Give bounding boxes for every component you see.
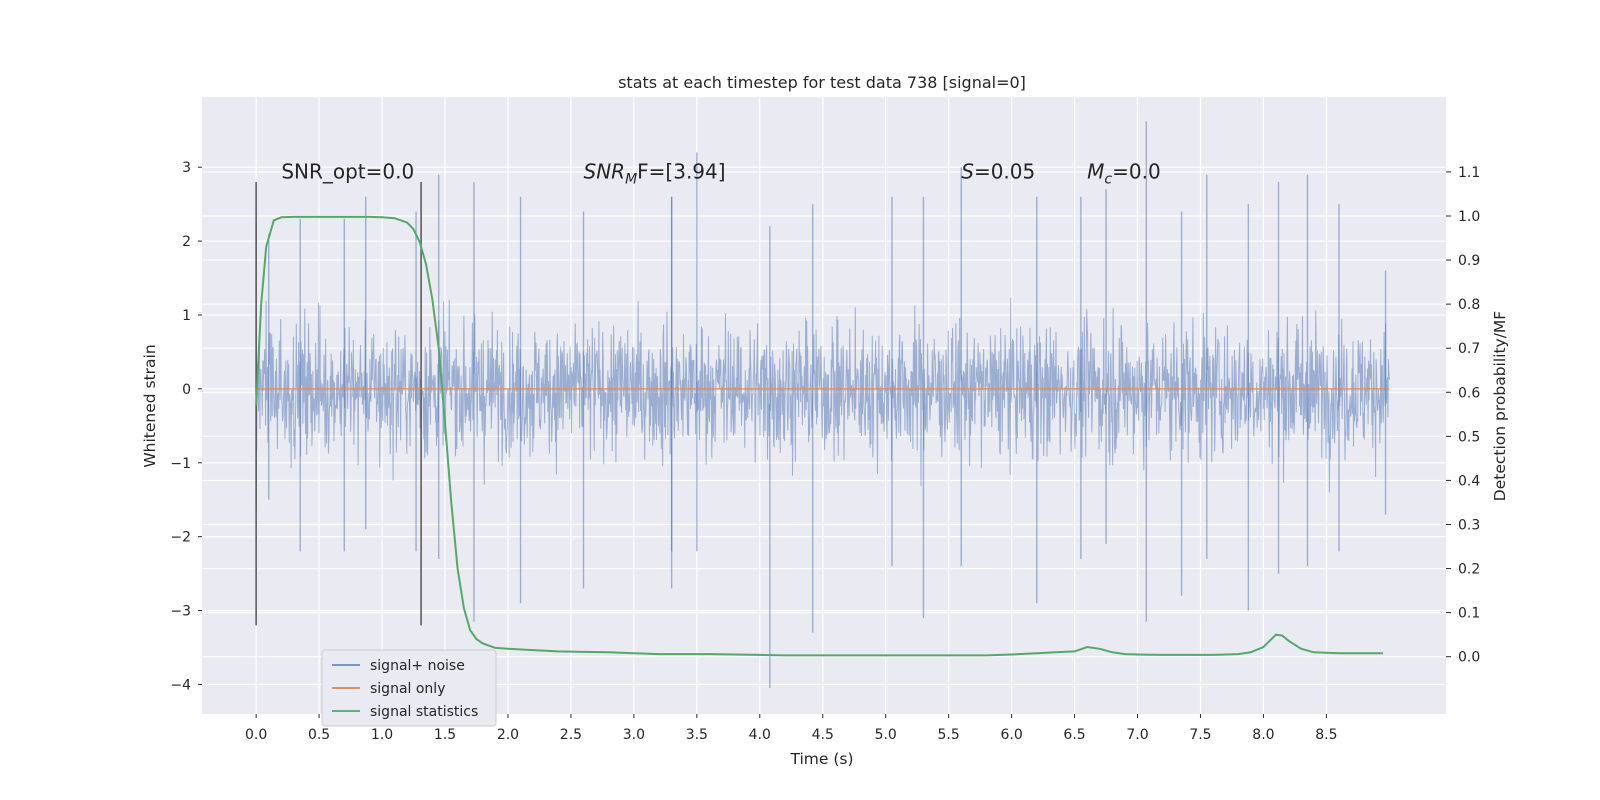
y-tick-label: 1	[182, 308, 191, 324]
x-tick-label: 8.0	[1252, 727, 1274, 743]
legend: signal+ noise signal only signal statistic…	[321, 649, 497, 727]
y-right-tick-label: 0.5	[1458, 429, 1480, 445]
x-tick-label: 5.0	[875, 727, 897, 743]
annotations: SNR_opt=0.0 SNRMF=[3.94] S=0.05 Mc=0.0	[281, 159, 1160, 187]
signal-plus-noise-line	[255, 297, 1390, 493]
y-right-axis-ticks: 0.0 0.1 0.2 0.3 0.4 0.5 0.6 0.7 0.8 0.9 1.0 1.1	[1446, 165, 1480, 666]
x-tick-label: 7.0	[1126, 727, 1148, 743]
legend-label: signal+ noise	[370, 658, 465, 674]
x-tick-label: 3.5	[686, 727, 708, 743]
y-right-tick-label: 0.3	[1458, 517, 1480, 533]
x-tick-label: 6.5	[1063, 727, 1085, 743]
y-tick-label: −4	[170, 677, 191, 693]
signal-statistics-line	[255, 215, 1383, 657]
x-tick-label: 7.5	[1189, 727, 1211, 743]
x-tick-label: 2.5	[560, 727, 582, 743]
y-right-axis-label: Detection probability/MF	[1491, 311, 1509, 502]
y-right-tick-label: 0.1	[1458, 606, 1480, 622]
x-tick-label: 6.0	[1000, 727, 1022, 743]
x-tick-label: 1.5	[434, 727, 456, 743]
y-right-tick-label: 0.7	[1458, 341, 1480, 357]
y-tick-label: 0	[182, 382, 191, 398]
x-tick-label: 8.5	[1315, 727, 1337, 743]
x-tick-label: 4.5	[812, 727, 834, 743]
x-tick-label: 5.5	[938, 727, 960, 743]
y-axis-label: Whitened strain	[141, 344, 159, 467]
x-tick-label: 1.0	[371, 727, 393, 743]
legend-label: signal only	[370, 681, 445, 697]
y-right-tick-label: 0.0	[1458, 650, 1480, 666]
x-axis-label: Time (s)	[789, 750, 853, 768]
y-right-tick-label: 0.6	[1458, 385, 1480, 401]
y-axis-ticks: −4 −3 −2 −1 0 1 2 3	[170, 160, 202, 693]
y-right-tick-label: 0.9	[1458, 253, 1480, 269]
chart-title: stats at each timestep for test data 738…	[618, 73, 1026, 92]
legend-frame	[321, 649, 497, 727]
y-tick-label: 2	[182, 234, 191, 250]
annotation: SNRMF=[3.94]	[584, 159, 726, 187]
x-tick-label: 3.0	[623, 727, 645, 743]
x-tick-label: 4.0	[749, 727, 771, 743]
annotation: SNR_opt=0.0	[281, 159, 414, 183]
legend-label: signal statistics	[370, 704, 478, 720]
y-right-tick-label: 1.0	[1458, 209, 1480, 225]
series-signal-plus-noise	[255, 121, 1390, 689]
y-tick-label: 3	[182, 160, 191, 176]
y-right-tick-label: 0.2	[1458, 562, 1480, 578]
x-tick-label: 0.0	[245, 727, 267, 743]
x-tick-label: 0.5	[308, 727, 330, 743]
y-tick-label: −3	[170, 604, 191, 620]
series-signal-statistics	[255, 215, 1383, 657]
x-tick-label: 2.0	[497, 727, 519, 743]
annotation: Mc=0.0	[1087, 159, 1161, 187]
x-axis-ticks: 0.0 0.5 1.0 1.5 2.0 2.5 3.0 3.5 4.0 4.5 5.0 5.5 6.0 6…	[245, 714, 1338, 743]
y-right-tick-label: 0.8	[1458, 297, 1480, 313]
y-tick-label: −1	[170, 456, 191, 472]
y-tick-label: −2	[170, 530, 191, 546]
y-right-tick-label: 0.4	[1458, 473, 1480, 489]
y-right-tick-label: 1.1	[1458, 165, 1480, 181]
annotation: S=0.05	[961, 159, 1035, 183]
